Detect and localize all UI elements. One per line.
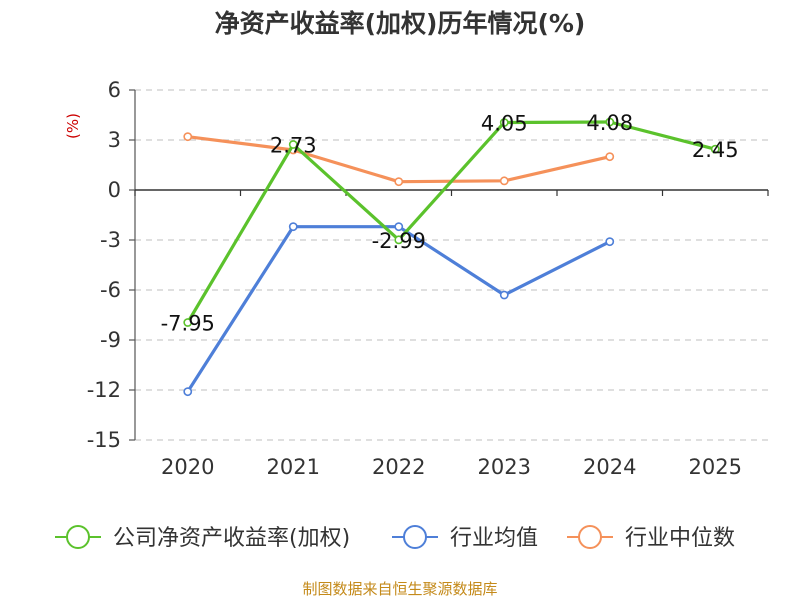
series-line — [187, 135, 611, 184]
x-tick-label: 2025 — [689, 455, 742, 479]
x-tick-label: 2023 — [478, 455, 531, 479]
data-label: -7.95 — [161, 312, 215, 336]
legend-marker — [403, 525, 427, 549]
data-point — [499, 176, 509, 186]
x-tick-label: 2022 — [372, 455, 425, 479]
data-label: 2.73 — [270, 134, 317, 158]
data-point — [499, 118, 509, 127]
y-tick-label: -9 — [100, 328, 121, 352]
legend-marker — [66, 525, 90, 549]
data-point — [183, 318, 193, 327]
data-point — [183, 387, 193, 397]
x-tick-label: 2021 — [267, 455, 320, 479]
data-point — [710, 144, 720, 154]
data-labels: -7.95 2.73 -2.99 4.05 4.08 2.45 — [161, 111, 739, 336]
data-point — [288, 140, 298, 149]
data-point — [394, 177, 404, 187]
data-point — [499, 290, 509, 300]
data-point — [605, 152, 615, 162]
y-tick-label: 3 — [108, 128, 121, 152]
legend-marker — [578, 525, 602, 549]
data-label: 4.08 — [586, 111, 633, 135]
y-tick-label: -6 — [100, 278, 121, 302]
y-axis-unit-label: (%) — [64, 113, 82, 139]
data-point — [394, 222, 404, 232]
data-point — [394, 235, 404, 245]
x-tick-labels: 2020 2021 2022 2023 2024 2025 — [161, 455, 742, 479]
legend: 公司净资产收益率(加权) 行业均值 行业中位数 — [55, 525, 735, 551]
y-tick-label: 0 — [108, 178, 121, 202]
x-tick-label: 2020 — [161, 455, 214, 479]
y-tick-label: -12 — [87, 378, 121, 402]
data-point — [605, 117, 615, 127]
chart-title: 净资产收益率(加权)历年情况(%) — [215, 9, 586, 38]
legend-label: 公司净资产收益率(加权) — [113, 526, 350, 551]
data-point — [605, 237, 615, 247]
data-label: 4.05 — [481, 112, 528, 136]
x-tick-label: 2024 — [583, 455, 636, 479]
data-point — [183, 132, 193, 142]
y-tick-label: 6 — [108, 78, 121, 102]
y-tick-label: -3 — [100, 228, 121, 252]
data-label: -2.99 — [372, 229, 426, 253]
legend-label: 行业中位数 — [625, 526, 735, 551]
legend-label: 行业均值 — [450, 526, 538, 551]
source-note: 制图数据来自恒生聚源数据库 — [302, 580, 497, 598]
series-line — [186, 120, 716, 324]
data-label: 2.45 — [692, 138, 739, 162]
data-point — [288, 222, 298, 232]
y-tick-labels: 6 3 0 -3 -6 -9 -12 -15 — [87, 78, 121, 452]
y-tick-label: -15 — [87, 428, 121, 452]
gridlines — [129, 89, 768, 441]
series-lines — [183, 117, 720, 397]
